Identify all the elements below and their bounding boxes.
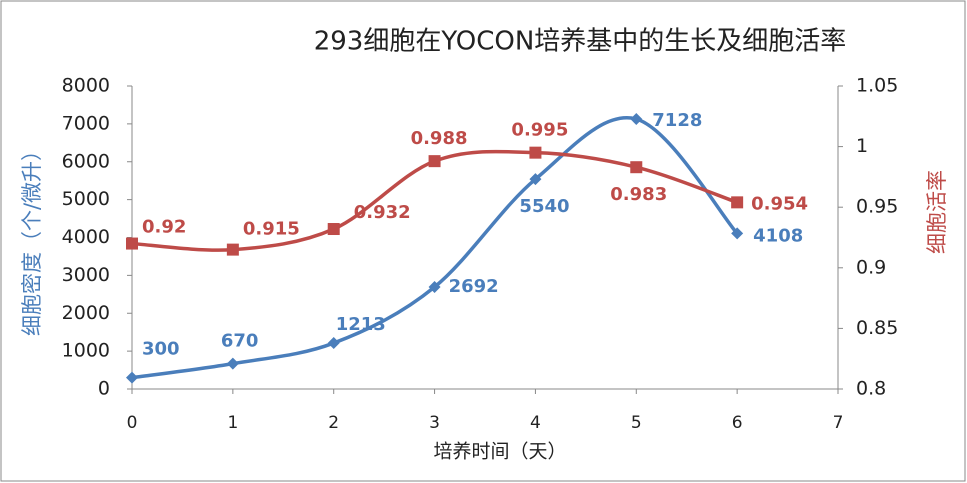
y-tick-label: 5000	[62, 188, 110, 210]
y-tick-label: 7000	[62, 112, 110, 134]
point	[630, 161, 643, 174]
y2-axis-label: 细胞活率	[925, 170, 949, 254]
y2-tick-label: 0.85	[856, 317, 898, 339]
point	[630, 113, 643, 126]
y-tick-label: 3000	[62, 264, 110, 286]
chart-title: 293细胞在YOCON培养基中的生长及细胞活率	[314, 27, 847, 57]
data-label: 0.932	[354, 202, 411, 223]
y2-tick-label: 1	[856, 135, 868, 157]
data-label: 4108	[753, 225, 803, 246]
x-tick-label: 5	[631, 413, 642, 433]
point	[731, 196, 744, 209]
data-label: 0.995	[511, 120, 568, 141]
x-tick-label: 7	[833, 413, 844, 433]
y2-tick-label: 0.9	[856, 256, 886, 278]
point	[529, 173, 542, 186]
x-axis-label: 培养时间（天）	[433, 441, 566, 463]
y-tick-label: 1000	[62, 340, 110, 362]
y-tick-label: 4000	[62, 226, 110, 248]
point	[428, 155, 441, 168]
data-label: 0.915	[243, 219, 300, 240]
point	[529, 146, 542, 159]
y-tick-label: 6000	[62, 150, 110, 172]
data-label: 1213	[336, 314, 386, 335]
y-tick-label: 2000	[62, 302, 110, 324]
point	[327, 337, 340, 350]
x-tick-label: 4	[530, 413, 541, 433]
point	[226, 357, 239, 370]
y2-tick-label: 0.95	[856, 196, 898, 218]
point	[126, 371, 138, 384]
data-label: 300	[142, 339, 180, 360]
data-label: 2692	[449, 276, 499, 297]
y2-tick-label: 1.05	[856, 75, 898, 97]
data-label: 0.954	[751, 193, 808, 214]
x-tick-label: 2	[328, 413, 339, 433]
x-tick-label: 6	[732, 413, 743, 433]
point	[126, 237, 138, 250]
y-axis-label: 细胞密度（个/微升）	[20, 140, 44, 336]
point	[226, 243, 239, 256]
x-tick-label: 1	[227, 413, 238, 433]
data-label: 7128	[652, 110, 702, 131]
point	[327, 223, 340, 236]
data-label: 5540	[519, 196, 569, 217]
y2-tick-label: 0.8	[856, 378, 886, 400]
point	[428, 281, 441, 294]
x-tick-label: 3	[429, 413, 440, 433]
x-tick-label: 0	[127, 413, 138, 433]
point	[731, 227, 744, 240]
data-label: 670	[221, 331, 259, 352]
data-label: 0.988	[411, 128, 468, 149]
data-label: 0.983	[610, 184, 667, 205]
y-tick-label: 8000	[62, 75, 110, 97]
data-label: 0.92	[142, 217, 186, 238]
y-tick-label: 0	[98, 378, 110, 400]
